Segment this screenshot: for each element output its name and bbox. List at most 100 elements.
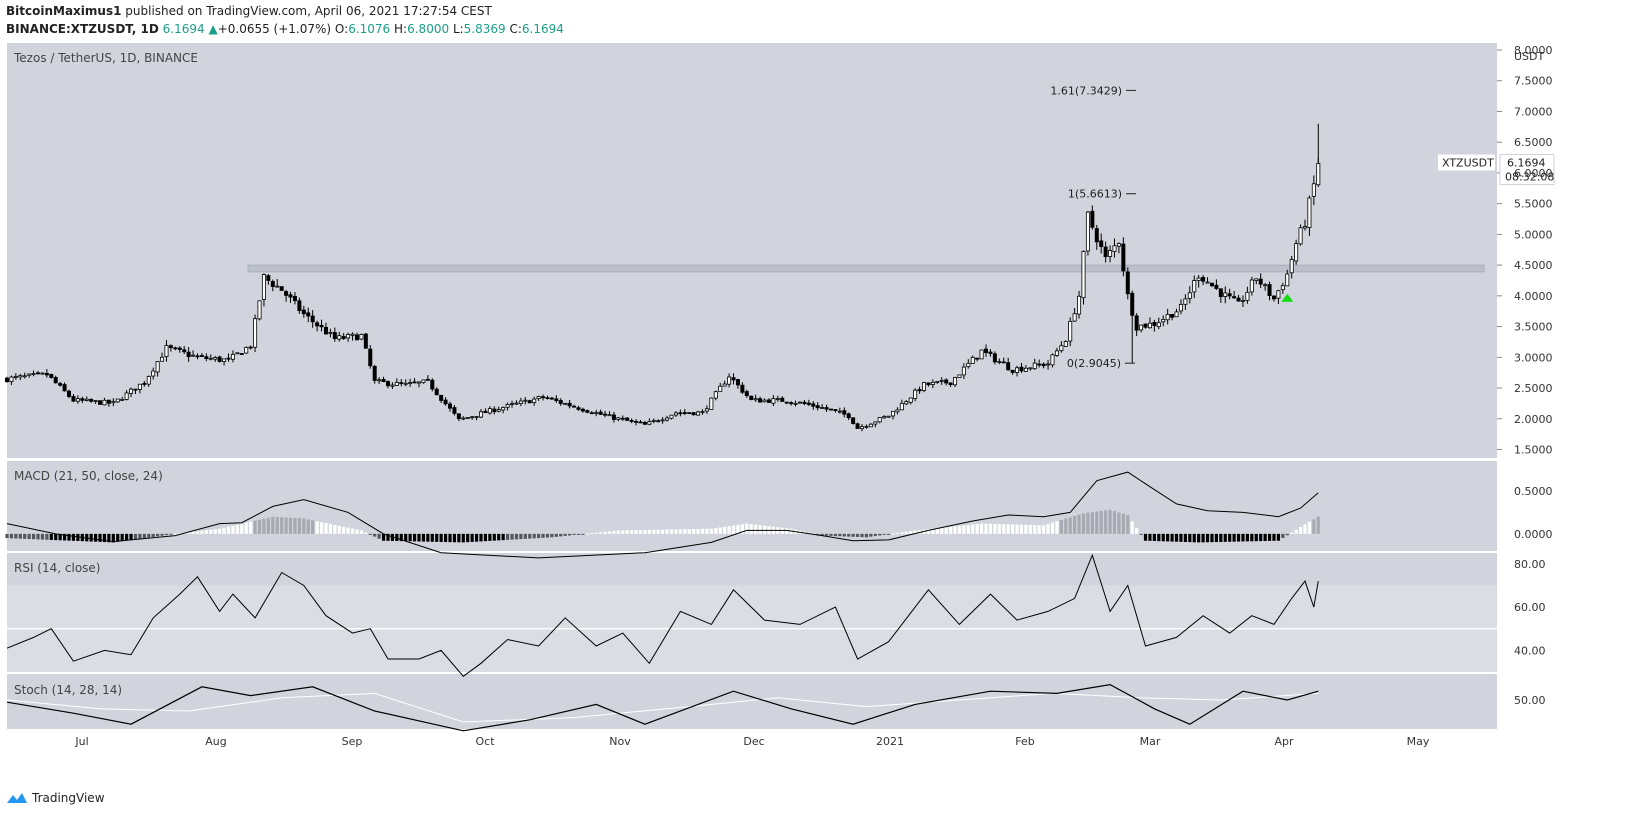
candle-body	[935, 381, 940, 383]
macd-histogram-bar	[727, 526, 731, 534]
macd-histogram-bar	[213, 529, 217, 534]
macd-histogram-bar	[1148, 533, 1152, 541]
macd-histogram-bar	[209, 529, 213, 534]
macd-histogram-bar	[514, 533, 519, 540]
macd-histogram-bar	[1276, 533, 1281, 541]
candle-body	[465, 417, 470, 419]
candle-body	[651, 419, 656, 422]
candle-body	[319, 324, 324, 328]
macd-histogram-bar	[200, 530, 204, 534]
candle-body	[439, 394, 444, 401]
macd-histogram-bar	[740, 524, 744, 534]
macd-histogram-bar	[173, 533, 177, 535]
candle-body	[603, 413, 608, 416]
candle-body	[13, 376, 18, 378]
stoch-k-line	[6, 683, 1319, 732]
candle-body	[1046, 363, 1051, 366]
y-tick-label: 7.5000	[1514, 75, 1553, 88]
candle-body	[811, 403, 816, 407]
macd-y-tick-label: 0.0000	[1514, 528, 1553, 541]
candle-body	[775, 398, 780, 400]
resistance-zone[interactable]	[247, 264, 1485, 273]
candle-body	[828, 408, 833, 411]
macd-histogram-bar	[1285, 533, 1289, 536]
macd-histogram-bar	[1241, 533, 1245, 542]
macd-histogram-bar	[1316, 516, 1320, 534]
macd-histogram-bar	[1135, 527, 1139, 534]
publish-line: BitcoinMaximus1 published on TradingView…	[6, 4, 492, 18]
macd-histogram-bar	[271, 516, 275, 534]
macd-histogram-bar	[76, 533, 80, 541]
candle-body	[780, 397, 785, 402]
candle-body	[129, 388, 134, 394]
candle-body	[84, 398, 89, 401]
macd-histogram-bar	[364, 532, 368, 534]
candle-body	[226, 357, 231, 360]
candle-body	[284, 291, 289, 296]
macd-histogram-bar	[1183, 533, 1187, 542]
candle-body	[820, 407, 825, 409]
symbol-tag-box	[1438, 154, 1495, 171]
candle-body	[182, 349, 187, 353]
macd-histogram-bar	[616, 530, 620, 534]
candle-body	[137, 383, 142, 390]
candle-body	[195, 355, 200, 358]
candle-body	[815, 405, 820, 409]
candle-body	[864, 425, 869, 428]
x-tick-label: May	[1407, 735, 1430, 748]
macd-histogram-bar	[745, 523, 749, 534]
candle-body	[44, 372, 49, 376]
candle-body	[1187, 292, 1192, 299]
macd-histogram-bar	[191, 531, 195, 534]
macd-histogram-bar	[1086, 512, 1090, 534]
candle-body	[691, 412, 696, 416]
candle-body	[323, 326, 328, 335]
macd-histogram-bar	[816, 533, 820, 535]
candle-body	[789, 402, 794, 405]
rsi-y-tick-label: 60.00	[1514, 601, 1546, 614]
macd-histogram-bar	[519, 533, 523, 540]
macd-histogram-bar	[27, 533, 31, 540]
candle-body	[53, 377, 58, 384]
candle-body	[744, 391, 749, 396]
candle-body	[399, 382, 404, 384]
candle-body	[580, 408, 585, 412]
candle-body	[346, 334, 351, 339]
macd-histogram-bar	[390, 533, 395, 541]
macd-histogram-bar	[1126, 515, 1130, 534]
macd-histogram-bar	[612, 530, 616, 534]
macd-histogram-bar	[1152, 533, 1156, 541]
macd-histogram-bar	[377, 533, 381, 539]
macd-histogram-bar	[785, 528, 789, 534]
candle-body	[1152, 322, 1157, 326]
candle-body	[1015, 367, 1020, 373]
candle-body	[177, 347, 182, 350]
author-name[interactable]: BitcoinMaximus1	[6, 4, 122, 18]
candle-body	[665, 417, 670, 421]
macd-histogram-bar	[262, 518, 266, 534]
candle-body	[412, 381, 417, 384]
macd-histogram-bar	[399, 533, 403, 542]
macd-histogram-bar	[31, 533, 36, 540]
macd-histogram-bar	[621, 530, 625, 534]
candle-body	[1205, 281, 1210, 284]
candle-body	[1289, 259, 1294, 274]
macd-histogram-bar	[249, 521, 253, 534]
macd-line	[6, 471, 1319, 559]
macd-histogram-bar	[1294, 529, 1298, 534]
macd-histogram-bar	[953, 526, 957, 534]
candle-body	[899, 402, 904, 411]
macd-histogram-bar	[94, 533, 98, 542]
macd-histogram-bar	[523, 533, 527, 539]
macd-histogram-bar	[439, 533, 443, 542]
candle-body	[1028, 367, 1033, 370]
macd-histogram-bar	[240, 523, 244, 534]
macd-histogram-bar	[116, 533, 120, 542]
macd-histogram-bar	[1112, 511, 1117, 534]
macd-histogram-bar	[634, 530, 638, 534]
macd-histogram-bar	[1121, 513, 1125, 534]
up-arrow-icon: ▲	[208, 22, 218, 36]
candle-body	[1271, 295, 1276, 300]
candle-body	[682, 412, 687, 414]
